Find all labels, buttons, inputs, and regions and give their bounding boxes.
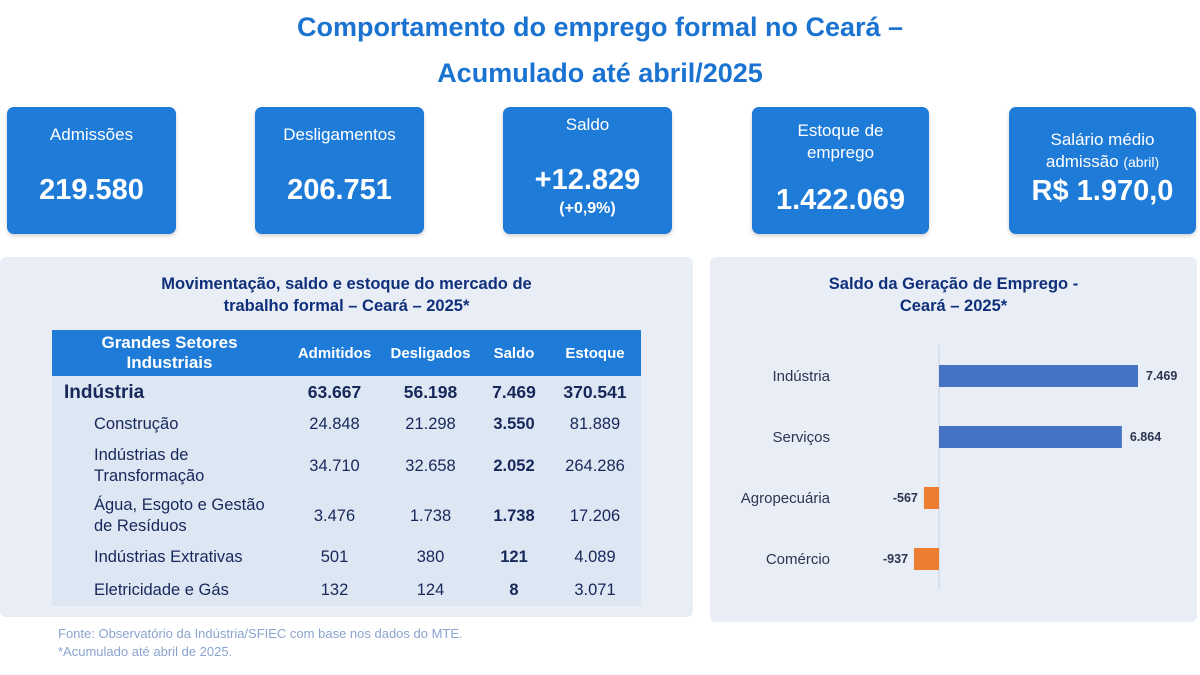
table-row: Eletricidade e Gás 132 124 8 3.071 bbox=[52, 574, 641, 606]
source-note: Fonte: Observatório da Indústria/SFIEC c… bbox=[58, 625, 463, 661]
row-saldo: 3.550 bbox=[479, 408, 549, 441]
row-name: Indústrias de Transformação bbox=[52, 441, 287, 491]
card-value: 219.580 bbox=[39, 174, 144, 206]
card-estoque: Estoque de emprego 1.422.069 bbox=[752, 107, 929, 234]
header-sector-line-1: Grandes Setores bbox=[101, 333, 238, 352]
row-desligados: 124 bbox=[382, 574, 479, 606]
chart-bar bbox=[914, 548, 939, 570]
row-estoque: 370.541 bbox=[549, 376, 641, 408]
row-estoque: 17.206 bbox=[549, 491, 641, 541]
row-estoque: 264.286 bbox=[549, 441, 641, 491]
row-desligados: 56.198 bbox=[382, 376, 479, 408]
row-saldo: 8 bbox=[479, 574, 549, 606]
row-desligados: 32.658 bbox=[382, 441, 479, 491]
row-saldo: 1.738 bbox=[479, 491, 549, 541]
row-name: Eletricidade e Gás bbox=[52, 574, 287, 606]
card-label: Desligamentos bbox=[283, 125, 396, 144]
table-row: Construção 24.848 21.298 3.550 81.889 bbox=[52, 408, 641, 441]
card-value: 1.422.069 bbox=[775, 184, 905, 216]
row-admitidos: 34.710 bbox=[287, 441, 382, 491]
card-label-line-1: Salário médio bbox=[1050, 130, 1155, 149]
card-label-line-2: emprego bbox=[806, 143, 875, 162]
row-name: Indústria bbox=[52, 376, 287, 408]
chart-category-label: Serviços bbox=[772, 429, 830, 446]
chart-category-label: Comércio bbox=[766, 551, 830, 568]
chart-category-label: Indústria bbox=[772, 368, 830, 385]
table-panel-title: Movimentação, saldo e estoque do mercado… bbox=[42, 273, 651, 317]
table-row: Indústria 63.667 56.198 7.469 370.541 bbox=[52, 376, 641, 408]
row-estoque: 81.889 bbox=[549, 408, 641, 441]
row-name: Construção bbox=[52, 408, 287, 441]
chart-value-label: -567 bbox=[893, 491, 918, 505]
row-name-line-1: Indústrias de bbox=[94, 446, 189, 464]
row-admitidos: 501 bbox=[287, 541, 382, 574]
chart-category-label: Agropecuária bbox=[741, 490, 831, 507]
table-title-line-2: trabalho formal – Ceará – 2025* bbox=[223, 297, 470, 315]
saldo-bar-chart: Indústria 7.469 Serviços 6.864 Agropecuária -… bbox=[741, 345, 1177, 590]
card-admissoes: Admissões 219.580 bbox=[7, 107, 176, 234]
card-label-line-2: admissão (abril) bbox=[1009, 151, 1196, 173]
row-name-line-2: de Resíduos bbox=[94, 517, 187, 535]
title-line-1: Comportamento do emprego formal no Ceará… bbox=[296, 12, 904, 42]
chart-value-label: 7.469 bbox=[1146, 369, 1177, 383]
header-desligados: Desligados bbox=[382, 330, 479, 376]
row-estoque: 3.071 bbox=[549, 574, 641, 606]
card-saldo: Saldo +12.829 (+0,9%) bbox=[503, 107, 672, 234]
row-saldo: 2.052 bbox=[479, 441, 549, 491]
table-row: Água, Esgoto e Gestão de Resíduos 3.476 … bbox=[52, 491, 641, 541]
chart-title-line-1: Saldo da Geração de Emprego - bbox=[828, 275, 1079, 293]
card-salario: Salário médio admissão (abril) R$ 1.970,… bbox=[1009, 107, 1196, 234]
sector-table: Grandes Setores Industriais Admitidos De… bbox=[52, 330, 641, 606]
row-saldo: 7.469 bbox=[479, 376, 549, 408]
title-line-2: Acumulado até abril/2025 bbox=[437, 58, 763, 88]
row-name: Indústrias Extrativas bbox=[52, 541, 287, 574]
source-line-2: *Acumulado até abril de 2025. bbox=[58, 644, 233, 659]
row-admitidos: 63.667 bbox=[287, 376, 382, 408]
table-row: Indústrias Extrativas 501 380 121 4.089 bbox=[52, 541, 641, 574]
row-admitidos: 132 bbox=[287, 574, 382, 606]
source-line-1: Fonte: Observatório da Indústria/SFIEC c… bbox=[58, 626, 463, 641]
card-label-text: admissão bbox=[1045, 152, 1119, 171]
row-desligados: 21.298 bbox=[382, 408, 479, 441]
row-saldo: 121 bbox=[479, 541, 549, 574]
row-name-line-2: Transformação bbox=[94, 467, 205, 485]
header-admitidos: Admitidos bbox=[287, 330, 382, 376]
header-sector-line-2: Industriais bbox=[126, 353, 213, 372]
chart-bar bbox=[939, 426, 1122, 448]
chart-value-label: 6.864 bbox=[1130, 430, 1161, 444]
table-header-row: Grandes Setores Industriais Admitidos De… bbox=[52, 330, 641, 376]
row-admitidos: 3.476 bbox=[287, 491, 382, 541]
row-estoque: 4.089 bbox=[549, 541, 641, 574]
chart-value-label: -937 bbox=[883, 552, 908, 566]
row-name-line-1: Água, Esgoto e Gestão bbox=[94, 496, 265, 514]
row-name: Água, Esgoto e Gestão de Resíduos bbox=[52, 491, 287, 541]
chart-title: Saldo da Geração de Emprego - Ceará – 20… bbox=[710, 273, 1197, 317]
header-saldo: Saldo bbox=[479, 330, 549, 376]
chart-title-line-2: Ceará – 2025* bbox=[899, 297, 1008, 315]
card-label: Saldo bbox=[565, 115, 610, 134]
card-subvalue: (+0,9%) bbox=[559, 200, 616, 217]
page-title: Comportamento do emprego formal no Ceará… bbox=[0, 4, 1200, 96]
header-sector: Grandes Setores Industriais bbox=[52, 330, 287, 376]
row-desligados: 380 bbox=[382, 541, 479, 574]
card-label-small: (abril) bbox=[1123, 154, 1160, 170]
row-desligados: 1.738 bbox=[382, 491, 479, 541]
card-label-line-1: Estoque de bbox=[797, 121, 884, 140]
card-value: 206.751 bbox=[287, 174, 392, 206]
table-title-line-1: Movimentação, saldo e estoque do mercado… bbox=[161, 275, 532, 293]
row-admitidos: 24.848 bbox=[287, 408, 382, 441]
chart-bar bbox=[923, 487, 939, 509]
header-estoque: Estoque bbox=[549, 330, 641, 376]
table-row: Indústrias de Transformação 34.710 32.65… bbox=[52, 441, 641, 491]
card-label: Admissões bbox=[49, 125, 134, 144]
chart-bar bbox=[939, 365, 1138, 387]
card-desligamentos: Desligamentos 206.751 bbox=[255, 107, 424, 234]
card-value: +12.829 bbox=[534, 164, 641, 196]
card-value: R$ 1.970,0 bbox=[1031, 175, 1174, 207]
